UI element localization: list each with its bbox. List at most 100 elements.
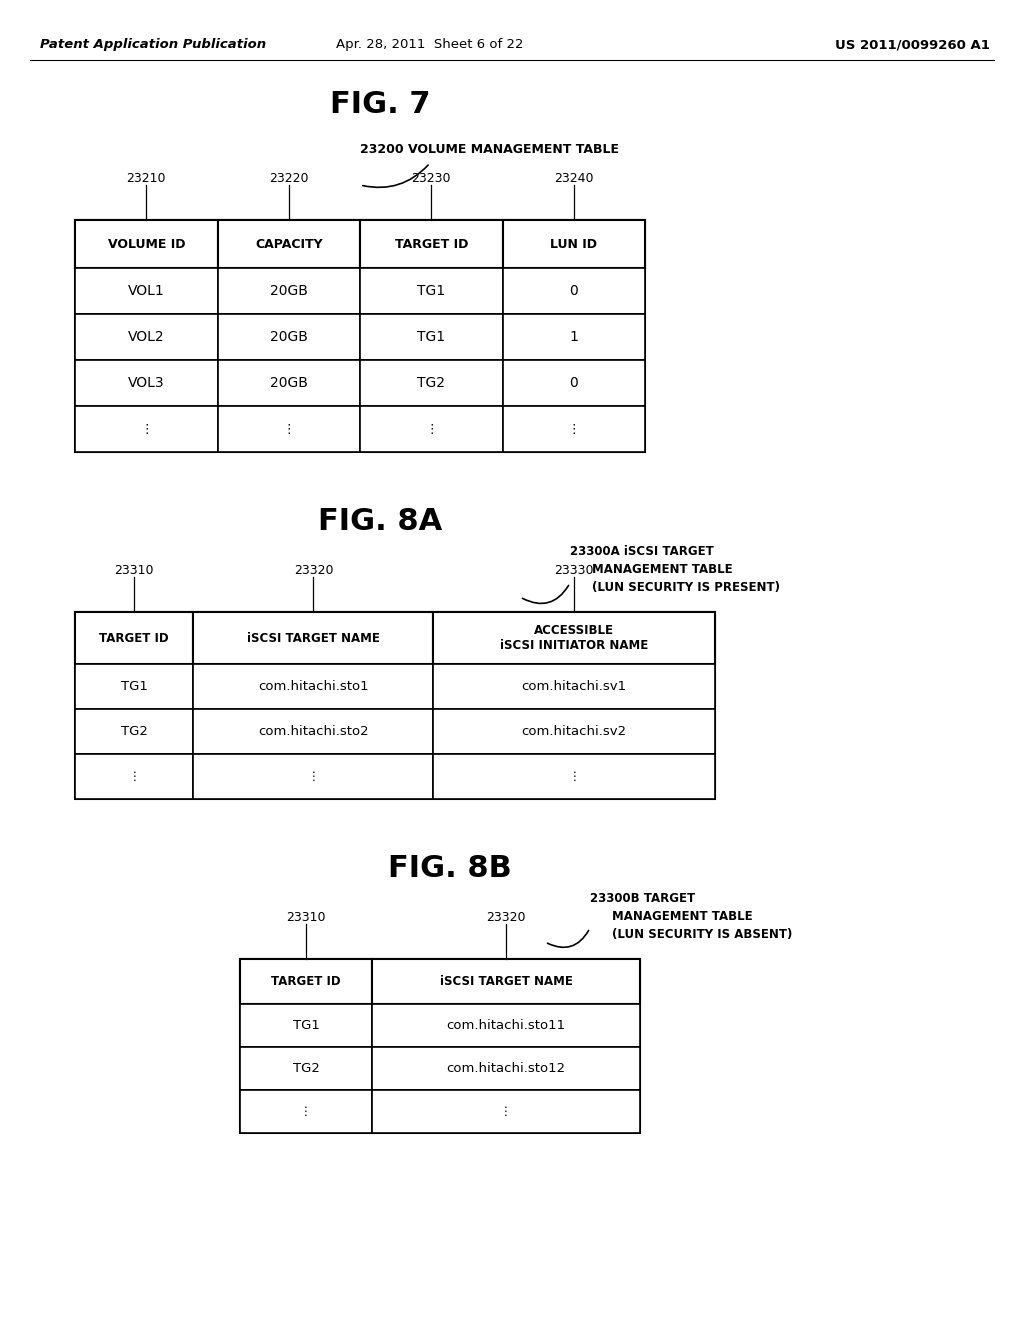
Text: 23310: 23310 — [287, 911, 326, 924]
Bar — [503, 268, 645, 314]
Text: 23200 VOLUME MANAGEMENT TABLE: 23200 VOLUME MANAGEMENT TABLE — [360, 143, 620, 156]
Text: ⋮: ⋮ — [500, 1105, 512, 1118]
Text: FIG. 8A: FIG. 8A — [317, 507, 442, 536]
Text: TG1: TG1 — [293, 1019, 319, 1032]
Text: ⋮: ⋮ — [283, 422, 295, 436]
Text: 23220: 23220 — [269, 172, 308, 185]
Bar — [194, 709, 433, 754]
Bar — [75, 754, 194, 799]
Bar — [75, 360, 217, 407]
Text: 23320: 23320 — [294, 564, 333, 577]
Text: com.hitachi.sv2: com.hitachi.sv2 — [521, 725, 627, 738]
Text: TARGET ID: TARGET ID — [271, 975, 341, 987]
Text: ⋮: ⋮ — [307, 770, 319, 783]
Text: 23320: 23320 — [486, 911, 525, 924]
Text: ⋮: ⋮ — [128, 770, 140, 783]
Text: TG2: TG2 — [417, 376, 445, 389]
Text: TG2: TG2 — [121, 725, 147, 738]
Bar — [75, 612, 194, 664]
Bar — [240, 1005, 372, 1047]
Text: 20GB: 20GB — [269, 284, 307, 298]
Bar — [360, 407, 503, 451]
Text: iSCSI TARGET NAME: iSCSI TARGET NAME — [439, 975, 572, 987]
Bar — [360, 268, 503, 314]
Bar — [240, 960, 372, 1005]
Text: TG1: TG1 — [417, 330, 445, 345]
Bar — [372, 1090, 640, 1133]
Bar — [372, 1047, 640, 1090]
Text: LUN ID: LUN ID — [550, 238, 597, 251]
Text: 0: 0 — [569, 376, 579, 389]
Bar — [217, 407, 360, 451]
Bar — [503, 314, 645, 360]
Bar — [194, 754, 433, 799]
Text: (LUN SECURITY IS ABSENT): (LUN SECURITY IS ABSENT) — [612, 928, 793, 941]
Text: CAPACITY: CAPACITY — [255, 238, 323, 251]
Text: com.hitachi.sto1: com.hitachi.sto1 — [258, 680, 369, 693]
Text: ⋮: ⋮ — [140, 422, 153, 436]
Text: com.hitachi.sv1: com.hitachi.sv1 — [521, 680, 627, 693]
Bar — [194, 664, 433, 709]
Text: 20GB: 20GB — [269, 330, 307, 345]
Text: TG1: TG1 — [121, 680, 147, 693]
Text: ⋮: ⋮ — [568, 770, 580, 783]
Bar — [75, 407, 217, 451]
Text: VOL1: VOL1 — [128, 284, 165, 298]
Bar — [433, 664, 715, 709]
Text: 20GB: 20GB — [269, 376, 307, 389]
Text: VOL2: VOL2 — [128, 330, 165, 345]
Bar — [433, 754, 715, 799]
Text: com.hitachi.sto12: com.hitachi.sto12 — [446, 1063, 565, 1074]
Text: FIG. 8B: FIG. 8B — [388, 854, 512, 883]
Text: Apr. 28, 2011  Sheet 6 of 22: Apr. 28, 2011 Sheet 6 of 22 — [336, 38, 523, 51]
Bar — [240, 1090, 372, 1133]
Bar — [217, 268, 360, 314]
Text: 23300A iSCSI TARGET: 23300A iSCSI TARGET — [570, 545, 714, 558]
Text: 23240: 23240 — [554, 172, 594, 185]
Text: VOLUME ID: VOLUME ID — [108, 238, 185, 251]
Bar — [503, 360, 645, 407]
Text: FIG. 7: FIG. 7 — [330, 90, 430, 119]
Text: 0: 0 — [569, 284, 579, 298]
Text: US 2011/0099260 A1: US 2011/0099260 A1 — [836, 38, 990, 51]
Text: ACCESSIBLE
iSCSI INITIATOR NAME: ACCESSIBLE iSCSI INITIATOR NAME — [500, 624, 648, 652]
Text: TG1: TG1 — [417, 284, 445, 298]
Text: 23310: 23310 — [115, 564, 154, 577]
Text: Patent Application Publication: Patent Application Publication — [40, 38, 266, 51]
Bar — [217, 314, 360, 360]
Text: (LUN SECURITY IS PRESENT): (LUN SECURITY IS PRESENT) — [592, 581, 780, 594]
Text: 1: 1 — [569, 330, 579, 345]
Text: ⋮: ⋮ — [567, 422, 580, 436]
Bar — [372, 1005, 640, 1047]
Bar — [360, 220, 503, 268]
Bar — [360, 360, 503, 407]
Bar — [433, 612, 715, 664]
Bar — [75, 220, 217, 268]
Bar — [217, 220, 360, 268]
Bar — [75, 612, 715, 799]
Text: ⋮: ⋮ — [425, 422, 437, 436]
Bar — [194, 612, 433, 664]
Text: TG2: TG2 — [293, 1063, 319, 1074]
Text: iSCSI TARGET NAME: iSCSI TARGET NAME — [247, 631, 380, 644]
Bar — [372, 960, 640, 1005]
Bar — [75, 220, 645, 451]
Text: MANAGEMENT TABLE: MANAGEMENT TABLE — [612, 909, 753, 923]
Bar — [503, 407, 645, 451]
Bar — [75, 664, 194, 709]
Text: 23330: 23330 — [554, 564, 594, 577]
Text: TARGET ID: TARGET ID — [394, 238, 468, 251]
Bar — [75, 268, 217, 314]
Bar — [503, 220, 645, 268]
Bar — [75, 709, 194, 754]
Text: com.hitachi.sto2: com.hitachi.sto2 — [258, 725, 369, 738]
Text: 23230: 23230 — [412, 172, 451, 185]
Bar — [240, 960, 640, 1133]
Text: 23300B TARGET: 23300B TARGET — [590, 892, 695, 906]
Text: ⋮: ⋮ — [300, 1105, 312, 1118]
Text: TARGET ID: TARGET ID — [99, 631, 169, 644]
Bar — [433, 709, 715, 754]
Text: 23210: 23210 — [127, 172, 166, 185]
Bar — [217, 360, 360, 407]
Bar — [75, 314, 217, 360]
